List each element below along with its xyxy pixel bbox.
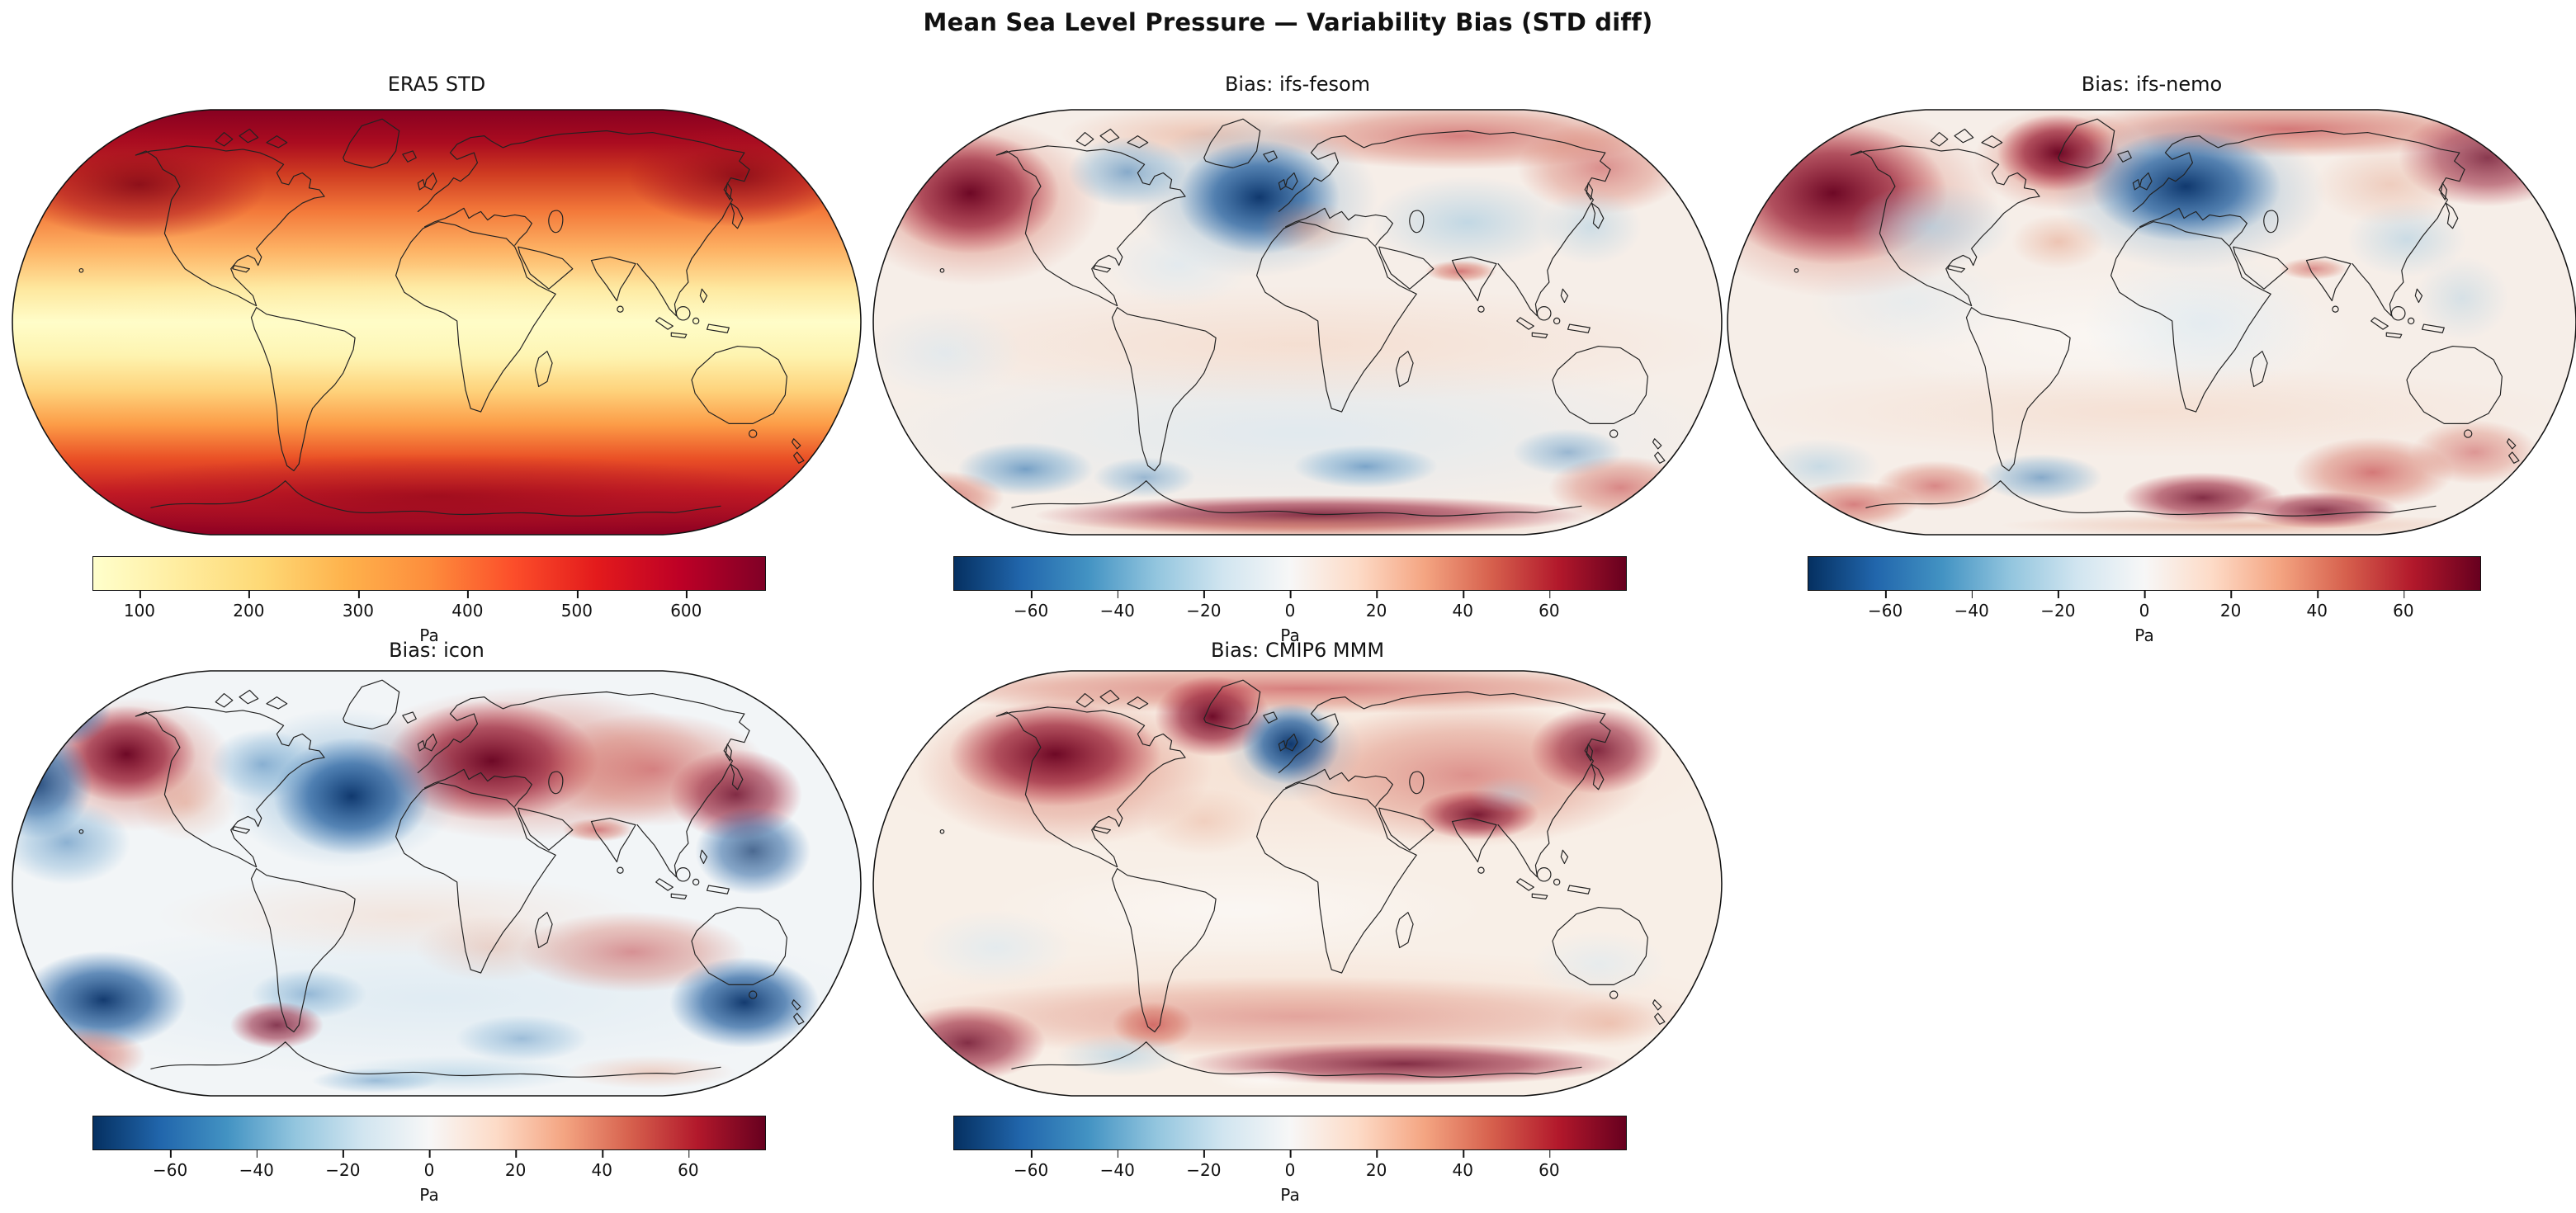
- colorbar-unit-ifs-nemo: Pa: [2134, 625, 2154, 645]
- tick-label: 40: [1452, 591, 1473, 621]
- panel-title-cmip6-mmm: Bias: CMIP6 MMM: [1210, 639, 1385, 662]
- map-era5-std: [12, 110, 861, 535]
- colorbar-cmip6-mmm: [953, 1116, 1627, 1150]
- colorbar-unit-era5-std: Pa: [419, 625, 439, 645]
- tick-label: 60: [678, 1150, 699, 1180]
- tick-label: 20: [1365, 591, 1387, 621]
- panel-title-era5-std: ERA5 STD: [387, 73, 486, 96]
- tick-label: −20: [2040, 591, 2076, 621]
- tick-label: −20: [325, 1150, 361, 1180]
- tick-label: 100: [123, 591, 156, 621]
- tick-label: 40: [591, 1150, 612, 1180]
- colorbar-ifs-nemo: [1808, 556, 2481, 591]
- panel-title-icon: Bias: icon: [389, 639, 484, 662]
- tick-label: −40: [1099, 1150, 1135, 1180]
- tick-label: 300: [342, 591, 374, 621]
- panel-title-ifs-nemo: Bias: ifs-nemo: [2081, 73, 2223, 96]
- map-bias-icon: [12, 671, 861, 1096]
- colorbar-icon: [92, 1116, 766, 1150]
- tick-label: 0: [2139, 591, 2150, 621]
- tick-label: 600: [670, 591, 702, 621]
- tick-label: −40: [239, 1150, 274, 1180]
- map-bias-ifs-fesom: [873, 110, 1722, 535]
- colorbar-ticks-ifs-fesom: −60 −40 −20 0 20 40 60: [953, 591, 1627, 629]
- map-bias-cmip6-mmm: [873, 671, 1722, 1096]
- panel-title-ifs-fesom: Bias: ifs-fesom: [1224, 73, 1371, 96]
- colorbar-era5-std: [92, 556, 766, 591]
- tick-label: −60: [1014, 1150, 1049, 1180]
- tick-label: 60: [1539, 1150, 1560, 1180]
- tick-label: 200: [233, 591, 265, 621]
- map-bias-ifs-nemo: [1728, 110, 2576, 535]
- colorbar-ifs-fesom: [953, 556, 1627, 591]
- tick-label: 40: [1452, 1150, 1473, 1180]
- colorbar-unit-icon: Pa: [419, 1185, 439, 1205]
- tick-label: 0: [423, 1150, 435, 1180]
- tick-label: −20: [1186, 591, 1222, 621]
- figure-title: Mean Sea Level Pressure — Variability Bi…: [923, 8, 1653, 36]
- tick-label: 0: [1284, 591, 1296, 621]
- tick-label: −60: [153, 1150, 188, 1180]
- colorbar-ticks-era5-std: 100 200 300 400 500 600: [92, 591, 766, 629]
- colorbar-ticks-icon: −60 −40 −20 0 20 40 60: [92, 1150, 766, 1188]
- colorbar-unit-ifs-fesom: Pa: [1280, 625, 1300, 645]
- colorbar-ticks-cmip6-mmm: −60 −40 −20 0 20 40 60: [953, 1150, 1627, 1188]
- tick-label: 400: [451, 591, 484, 621]
- tick-label: 40: [2306, 591, 2328, 621]
- tick-label: 60: [2393, 591, 2414, 621]
- tick-label: −60: [1868, 591, 1903, 621]
- tick-label: 0: [1284, 1150, 1296, 1180]
- colorbar-unit-cmip6-mmm: Pa: [1280, 1185, 1300, 1205]
- tick-label: 20: [504, 1150, 527, 1180]
- tick-label: 60: [1539, 591, 1560, 621]
- tick-label: −60: [1014, 591, 1049, 621]
- tick-label: −20: [1186, 1150, 1222, 1180]
- tick-label: 500: [560, 591, 593, 621]
- tick-label: 20: [2219, 591, 2242, 621]
- colorbar-ticks-ifs-nemo: −60 −40 −20 0 20 40 60: [1808, 591, 2481, 629]
- tick-label: 20: [1365, 1150, 1387, 1180]
- tick-label: −40: [1954, 591, 1989, 621]
- tick-label: −40: [1099, 591, 1135, 621]
